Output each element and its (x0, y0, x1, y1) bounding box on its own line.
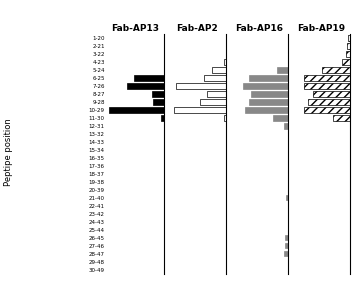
Bar (285, 235, 288, 240)
Bar (243, 83, 288, 89)
Bar (212, 67, 226, 72)
Bar (251, 91, 288, 96)
Bar (304, 75, 350, 81)
Text: Peptipe position: Peptipe position (4, 118, 12, 186)
Title: Fab-AP2: Fab-AP2 (176, 24, 218, 33)
Bar (333, 115, 350, 120)
Bar (126, 83, 164, 89)
Bar (200, 99, 226, 105)
Bar (322, 67, 350, 72)
Title: Fab-AP16: Fab-AP16 (235, 24, 284, 33)
Bar (160, 115, 164, 120)
Bar (346, 51, 350, 57)
Bar (273, 115, 288, 120)
Bar (133, 75, 164, 81)
Bar (249, 99, 288, 105)
Bar (176, 83, 226, 89)
Bar (224, 115, 226, 120)
Bar (277, 67, 288, 72)
Title: Fab-AP13: Fab-AP13 (111, 24, 159, 33)
Bar (304, 83, 350, 89)
Bar (284, 251, 288, 256)
Bar (347, 43, 350, 49)
Title: Fab-AP19: Fab-AP19 (298, 24, 346, 33)
Bar (348, 35, 350, 41)
Bar (153, 99, 164, 105)
Bar (109, 107, 164, 113)
Bar (245, 107, 288, 113)
Bar (308, 99, 350, 105)
Bar (285, 243, 288, 248)
Bar (204, 75, 226, 81)
Bar (342, 59, 350, 65)
Bar (313, 91, 350, 96)
Bar (284, 123, 288, 129)
Bar (224, 59, 226, 65)
Bar (152, 91, 164, 96)
Bar (174, 107, 226, 113)
Bar (207, 91, 226, 96)
Bar (286, 195, 288, 201)
Bar (304, 107, 350, 113)
Bar (249, 75, 288, 81)
